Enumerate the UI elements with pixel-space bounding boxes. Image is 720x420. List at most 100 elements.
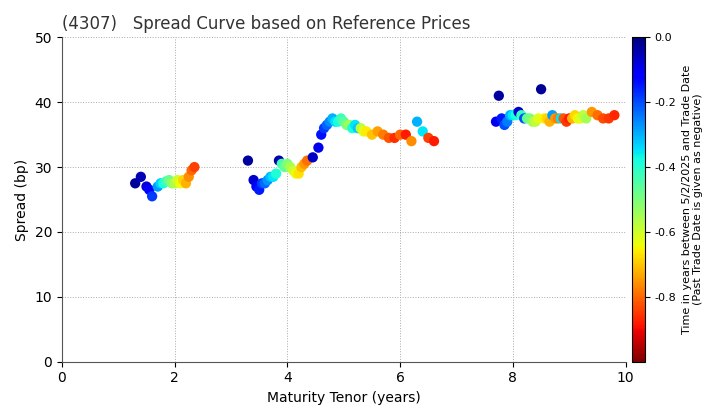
Point [530,118,541,125]
Point [510,112,521,118]
Point [572,115,583,122]
Point [417,128,428,135]
Point [513,109,524,116]
Point [400,131,412,138]
Point [253,186,265,193]
Point [536,86,547,92]
Point [546,112,558,118]
Point [361,128,372,135]
Point [183,173,194,180]
Point [140,183,152,190]
Point [555,115,567,122]
Point [499,121,510,128]
Point [592,112,603,118]
Point [346,125,358,131]
Point [333,118,344,125]
Point [262,177,274,184]
Point [575,115,586,122]
Point [290,170,302,177]
Point [143,186,155,193]
Point [383,134,395,141]
Point [271,170,282,177]
Point [152,183,163,190]
Point [395,131,406,138]
Point [163,177,175,184]
Point [166,180,178,186]
Y-axis label: Spread (bp): Spread (bp) [15,158,29,241]
Point [341,121,352,128]
Point [366,131,378,138]
Point [577,112,589,118]
Point [161,178,172,185]
Point [256,180,268,186]
Point [561,118,572,125]
Point [169,180,181,186]
Point [564,115,575,122]
Point [343,121,355,128]
Point [171,177,183,184]
Point [608,112,620,118]
Point [570,112,581,118]
Point [567,115,578,122]
Point [377,131,389,138]
Point [428,138,440,144]
Point [318,125,330,131]
Point [496,115,508,122]
Point [533,115,544,122]
Point [315,131,327,138]
Point [349,121,361,128]
Point [372,128,383,135]
Point [516,112,527,118]
Point [490,118,502,125]
Point [544,118,555,125]
Point [338,118,349,125]
Point [312,144,324,151]
Point [507,112,518,118]
Point [180,180,192,186]
Point [130,180,141,186]
Point [527,118,539,125]
Point [279,164,290,171]
Point [586,109,598,116]
Point [521,115,533,122]
Text: (4307)   Spread Curve based on Reference Prices: (4307) Spread Curve based on Reference P… [62,15,470,33]
Point [177,177,189,184]
Point [330,118,341,125]
Point [327,115,338,122]
Point [493,92,505,99]
X-axis label: Maturity Tenor (years): Maturity Tenor (years) [267,391,420,405]
Point [352,125,364,131]
Point [321,121,333,128]
Point [296,164,307,171]
Point [146,193,158,199]
Point [358,128,369,135]
Point [158,180,169,186]
Point [336,115,347,122]
Point [135,173,147,180]
Point [603,115,614,122]
Point [524,115,536,122]
Point [558,115,570,122]
Point [541,115,552,122]
Point [248,177,259,184]
Point [287,167,299,174]
Y-axis label: Time in years between 5/2/2025 and Trade Date
(Past Trade Date is given as negat: Time in years between 5/2/2025 and Trade… [682,65,703,334]
Point [324,118,336,125]
Point [518,115,530,122]
Point [174,180,186,186]
Point [355,125,366,131]
Point [423,134,434,141]
Point [259,180,271,186]
Point [502,118,513,125]
Point [282,160,293,167]
Point [389,134,400,141]
Point [293,170,305,177]
Point [242,157,253,164]
Point [307,154,318,161]
Point [549,115,561,122]
Point [273,157,284,164]
Point [155,180,166,186]
Point [405,138,417,144]
Point [299,160,310,167]
Point [411,118,423,125]
